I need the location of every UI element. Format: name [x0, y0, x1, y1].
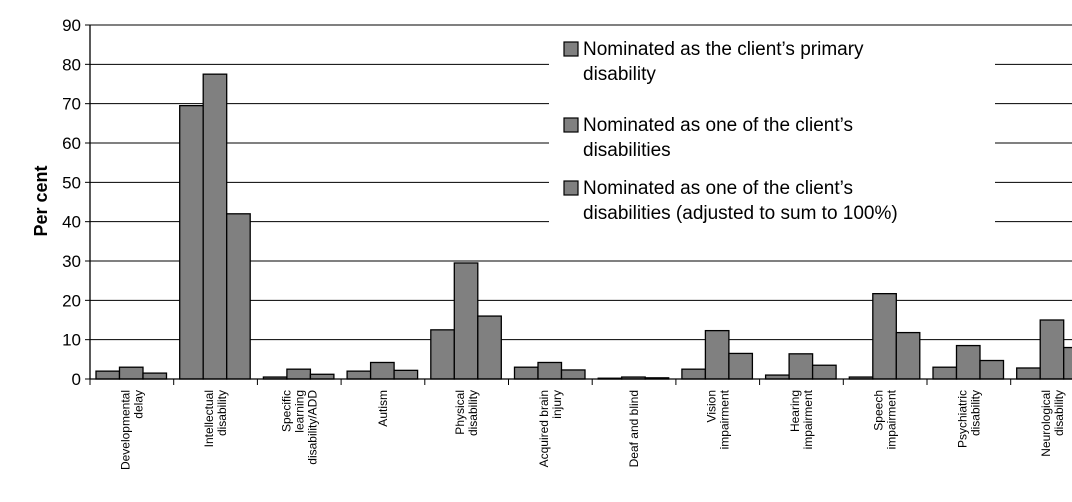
bar [202, 73, 228, 380]
x-tick-label-line: disability [215, 390, 229, 436]
x-tick-label: Psychiatric disability [955, 390, 982, 448]
legend-entry: Nominated as one of the client’s disabili… [583, 178, 898, 224]
bar [226, 213, 251, 380]
bar [811, 364, 837, 380]
x-tick-label: Specific learning disability/ADD [279, 390, 319, 465]
legend-label: Nominated as one of the client’s [583, 115, 853, 136]
y-tick-label: 20 [62, 291, 81, 310]
bar [95, 370, 121, 380]
x-tick-label-line: impairment [717, 389, 731, 449]
x-tick-label-line: Speech [872, 390, 886, 431]
x-tick-label: Deaf and blind [627, 390, 641, 467]
bar [477, 315, 502, 380]
x-tick-label-line: Autism [376, 390, 390, 427]
x-tick-label-line: disability/ADD [305, 390, 319, 465]
bar [955, 344, 981, 380]
y-tick-label: 10 [62, 331, 81, 350]
x-tick-label-line: Acquired brain [537, 390, 551, 467]
x-tick-label-line: disability [1052, 390, 1066, 436]
bar [346, 370, 372, 380]
bar [681, 368, 707, 380]
bar [309, 373, 335, 380]
x-tick-label-line: impairment [801, 389, 815, 449]
x-tick-label-line: learning [292, 390, 306, 433]
x-tick-label-line: impairment [885, 389, 899, 449]
x-tick-label-line: Deaf and blind [627, 390, 641, 467]
y-tick-label: 0 [72, 370, 81, 389]
bar [728, 352, 754, 380]
bar [872, 292, 897, 380]
x-tick-label: Intellectual disability [202, 390, 229, 447]
x-tick-label: Physical disability [453, 390, 480, 436]
x-tick-label-line: Vision [704, 390, 718, 422]
legend-entry: Nominated as one of the client’s disabili… [583, 115, 853, 161]
legend-entry: Nominated as the client’s primary disabil… [583, 39, 864, 85]
bar [895, 331, 921, 380]
x-tick-label: Developmental delay [118, 390, 145, 470]
bar [1016, 367, 1041, 380]
bar [430, 329, 455, 380]
bar [393, 369, 419, 380]
x-tick-label: Speech impairment [872, 389, 899, 449]
legend-background [549, 33, 995, 245]
y-tick-label: 60 [62, 134, 81, 153]
bar [179, 104, 204, 380]
bar [513, 366, 539, 380]
y-tick-label: 80 [62, 55, 81, 74]
y-tick-label: 50 [62, 173, 81, 192]
legend-swatch [563, 41, 579, 57]
x-tick-label: Hearing impairment [788, 389, 815, 449]
x-tick-label-line: Intellectual [202, 390, 216, 447]
y-tick-label: 70 [62, 95, 81, 114]
x-tick-label: Vision impairment [704, 389, 731, 449]
bar [142, 372, 168, 380]
bar [704, 329, 730, 380]
bar [118, 366, 144, 380]
x-tick-label: Autism [376, 390, 390, 427]
x-tick-label-line: Psychiatric [955, 390, 969, 448]
axes: 0 10 20 30 40 50 60 70 80 90 [62, 16, 1072, 389]
y-tick-label: 40 [62, 213, 81, 232]
legend-label: disability [583, 64, 656, 85]
category-labels: Developmental delay Intellectual disability… [118, 389, 1066, 470]
y-tick-label: 30 [62, 252, 81, 271]
x-tick-label-line: Physical [453, 390, 467, 435]
y-tick-label: 90 [62, 16, 81, 35]
bar [788, 353, 814, 380]
legend-label: disabilities [583, 140, 671, 161]
x-tick-label-line: Hearing [788, 390, 802, 432]
bar [932, 366, 958, 380]
x-tick-label-line: Developmental [118, 390, 132, 470]
bar [537, 361, 563, 380]
x-tick-label-line: disability [466, 390, 480, 436]
x-tick-label: Acquired brain injury [537, 390, 564, 467]
legend: Nominated as the client’s primary disabil… [549, 33, 995, 245]
bar [369, 361, 395, 380]
x-tick-label: Neurological disability [1039, 390, 1066, 457]
bar [979, 359, 1005, 380]
legend-label: disabilities (adjusted to sum to 100%) [583, 203, 898, 224]
bar [1039, 319, 1065, 380]
x-tick-label-line: Specific [279, 390, 293, 432]
x-tick-label-line: injury [550, 390, 564, 419]
x-tick-label-line: delay [131, 390, 145, 419]
bar [560, 369, 586, 380]
legend-swatch [563, 180, 579, 196]
x-tick-label-line: disability [968, 390, 982, 436]
x-tick-label-line: Neurological [1039, 390, 1053, 457]
legend-swatch [563, 117, 579, 133]
legend-label: Nominated as the client’s primary [583, 39, 864, 60]
bar [286, 368, 312, 380]
bar [1063, 346, 1072, 380]
y-axis-label: Per cent [31, 165, 51, 236]
legend-label: Nominated as one of the client’s [583, 178, 853, 199]
bar [453, 262, 479, 380]
